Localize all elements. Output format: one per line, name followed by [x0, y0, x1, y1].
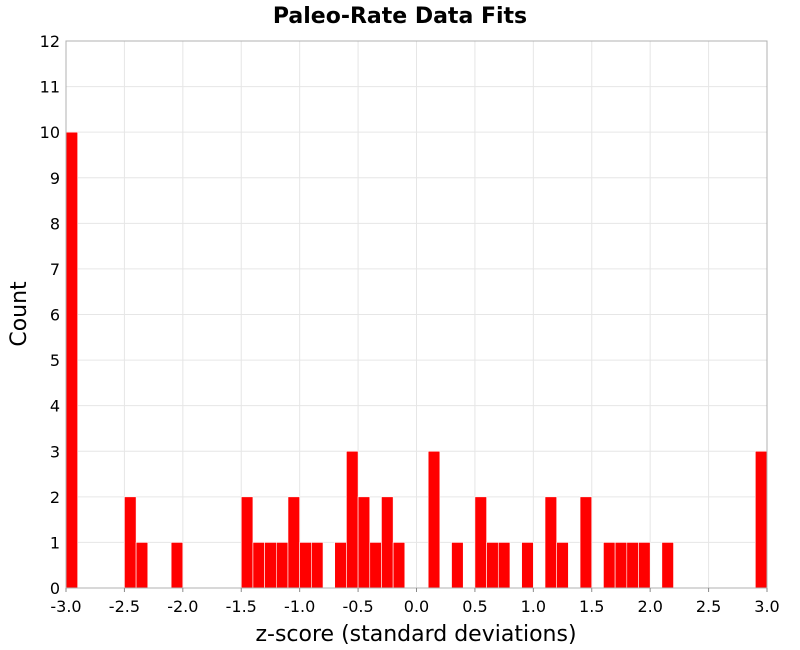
histogram-bar — [240, 496, 254, 589]
x-tick-label: 0.0 — [404, 597, 429, 616]
x-tick-label: -2.5 — [109, 597, 140, 616]
histogram-bar — [603, 542, 616, 589]
chart-title: Paleo-Rate Data Fits — [273, 4, 527, 29]
histogram-bar — [264, 542, 277, 589]
x-tick-label: 3.0 — [754, 597, 779, 616]
y-tick-label: 8 — [50, 214, 60, 233]
x-tick-label: 2.0 — [637, 597, 662, 616]
histogram-bar — [135, 542, 149, 589]
x-axis-ticks: -3.0 -2.5 -2.0 -1.5 -1.0 -0.5 0.0 0.5 1.0 1.5 2.0 2… — [50, 588, 780, 616]
histogram-bar — [287, 496, 300, 589]
bars — [65, 131, 768, 589]
histogram-bar — [275, 542, 289, 589]
x-tick-label: -1.0 — [284, 597, 315, 616]
histogram-bar — [392, 542, 406, 589]
histogram-bar — [65, 131, 78, 589]
grid-lines — [65, 40, 768, 589]
histogram-bar — [614, 542, 628, 589]
histogram-bar — [369, 542, 382, 589]
x-tick-label: 2.5 — [696, 597, 721, 616]
histogram-bar — [252, 542, 265, 589]
x-axis-label: z-score (standard deviations) — [255, 622, 576, 647]
histogram-bar — [451, 542, 464, 589]
histogram-bar — [299, 542, 312, 589]
y-tick-label: 6 — [50, 306, 60, 325]
histogram-bar — [427, 450, 441, 589]
y-tick-label: 12 — [40, 32, 60, 51]
y-tick-label: 1 — [50, 533, 60, 552]
histogram-bar — [521, 542, 534, 589]
histogram-bar — [755, 450, 768, 589]
histogram-bar — [661, 542, 674, 589]
histogram-bar — [381, 496, 394, 589]
y-tick-label: 2 — [50, 488, 60, 507]
histogram-bar — [556, 542, 569, 589]
y-tick-label: 7 — [50, 260, 60, 279]
x-tick-label: -1.5 — [226, 597, 257, 616]
x-tick-label: 0.5 — [462, 597, 487, 616]
histogram-bar — [474, 496, 487, 589]
histogram-bar — [544, 496, 557, 589]
y-tick-label: 4 — [50, 397, 60, 416]
histogram-bar — [170, 542, 184, 589]
y-tick-label: 5 — [50, 351, 60, 370]
x-tick-label: -0.5 — [342, 597, 373, 616]
histogram-bar — [346, 450, 359, 589]
histogram-bar — [124, 496, 137, 589]
x-tick-label: 1.5 — [579, 597, 604, 616]
y-tick-label: 3 — [50, 442, 60, 461]
x-tick-label: -3.0 — [50, 597, 81, 616]
y-axis-label: Count — [7, 281, 32, 347]
y-tick-label: 11 — [40, 78, 60, 97]
histogram-bar — [626, 542, 639, 589]
y-tick-label: 10 — [40, 123, 60, 142]
histogram-bar — [579, 496, 593, 589]
x-tick-label: -2.0 — [167, 597, 198, 616]
y-tick-label: 0 — [50, 579, 60, 598]
histogram-bar — [638, 542, 651, 589]
histogram-bar — [311, 542, 324, 589]
histogram-bar — [334, 542, 347, 589]
histogram-bar — [486, 542, 499, 589]
y-tick-label: 9 — [50, 169, 60, 188]
histogram-bar — [497, 542, 511, 589]
x-tick-label: 1.0 — [521, 597, 546, 616]
histogram-bar — [357, 496, 371, 589]
